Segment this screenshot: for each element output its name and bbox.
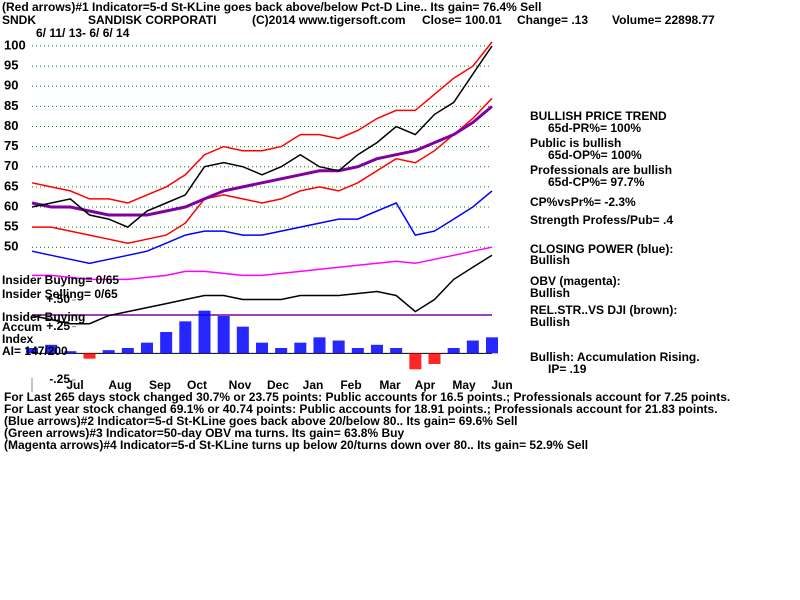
x-tick-label: Feb [340,378,361,392]
footer-line: (Magenta arrows)#4 Indicator=5-d St-KLin… [4,438,588,452]
panel-text: Strength Profess/Pub= .4 [530,213,673,227]
accum-tick-label: -.25 [49,372,70,386]
panel-text: Bullish [530,253,570,267]
footer-line: For Last year stock changed 69.1% or 40.… [4,402,718,416]
panel-text: CLOSING POWER (blue): [530,242,673,256]
y-tick-label: 65 [4,178,18,193]
x-tick-label: May [452,378,476,392]
x-tick-label: Mar [379,378,401,392]
change: Change= .13 [517,13,588,27]
panel-text: IP= .19 [548,362,587,376]
panel-text: Public is bullish [530,136,621,150]
y-tick-label: 95 [4,58,18,73]
panel-text: 65d-PR%= 100% [548,121,641,135]
panel-text: Bullish [530,286,570,300]
left-label: Index [2,332,34,346]
header-line: (Red arrows)#1 Indicator=5-d St-KLine go… [2,0,541,14]
y-tick-label: 60 [4,198,18,213]
series-line [31,45,493,228]
x-tick-label: Sep [149,378,171,392]
accum-bar [256,342,268,354]
copyright: (C)2014 www.tigersoft.com [252,13,406,27]
x-tick-label: Apr [415,378,436,392]
y-tick-label: 50 [4,239,18,254]
accum-bar [428,353,441,364]
date-range: 6/ 11/ 13- 6/ 6/ 14 [36,26,130,40]
accum-bar [102,350,115,354]
footer-line: For Last 265 days stock changed 30.7% or… [4,390,730,404]
accum-bar [236,326,249,354]
y-tick-label: 70 [4,158,18,173]
x-tick-label: Aug [108,378,131,392]
accum-bar [45,344,58,354]
accum-tick-label: +.50 [46,292,70,306]
panel-text: Bullish [530,315,570,329]
left-label: Insider Selling= 0/65 [2,287,118,301]
left-label: AI= 147/200 [2,344,68,358]
accum-bar [447,348,460,354]
series-line [31,190,493,265]
volume: Volume= 22898.77 [612,13,715,27]
y-tick-label: 90 [4,78,18,93]
panel-text: REL.STR..VS DJI (brown): [530,303,677,317]
x-tick-label: Jul [66,378,83,392]
series-line [32,246,493,281]
accum-bar [313,337,326,354]
footer-line: (Green arrows)#3 Indicator=50-day OBV ma… [4,426,404,440]
panel-text: OBV (magenta): [530,274,621,288]
accum-bar [409,353,422,370]
y-tick-label: 85 [4,98,18,113]
x-tick-label: Jan [303,378,324,392]
accum-bar [332,340,345,354]
y-tick-label: 75 [4,138,18,153]
accum-bar [160,332,173,354]
accum-bar [486,337,498,354]
x-tick-label: Nov [229,378,252,392]
accum-bar [64,351,77,354]
series-line [31,254,493,325]
panel-text: BULLISH PRICE TREND [530,109,667,123]
accum-bar [26,348,38,354]
accum-bar [217,316,230,354]
x-tick-label: Dec [267,378,289,392]
accum-bar [351,348,364,354]
accum-bar [294,342,307,354]
accum-bar [141,342,153,354]
panel-text: Bullish: Accumulation Rising. [530,350,700,364]
left-label: Insider Buying= 0/65 [2,273,119,287]
panel-text: 65d-CP%= 97.7% [548,175,645,189]
series-line [32,97,493,244]
panel-text: Professionals are bullish [530,163,672,177]
x-tick-label: Oct [187,378,207,392]
company: SANDISK CORPORATI [88,13,216,27]
accum-bar [179,321,192,354]
accum-bar [466,340,479,354]
y-tick-label: 100 [4,37,26,52]
accum-bar [198,310,211,354]
x-tick-label: Jun [491,378,512,392]
left-label: Accum [2,320,42,334]
panel-text: 65d-OP%= 100% [548,148,642,162]
y-tick-label: 80 [4,118,18,133]
footer-line: (Blue arrows)#2 Indicator=5-d St-KLine g… [4,414,518,428]
series-line [31,105,493,217]
symbol: SNDK [2,13,36,27]
series-line [31,41,493,204]
close: Close= 100.01 [422,13,502,27]
accum-tick-label: +.25 [46,319,70,333]
panel-text: CP%vsPr%= -2.3% [530,195,636,209]
accum-bar [371,344,383,354]
accum-bar [121,348,134,354]
left-label: Insider Buying [2,310,85,324]
accum-bar [83,353,96,359]
accum-bar [275,348,288,354]
accum-bar [390,348,403,354]
y-tick-label: 55 [4,219,18,234]
